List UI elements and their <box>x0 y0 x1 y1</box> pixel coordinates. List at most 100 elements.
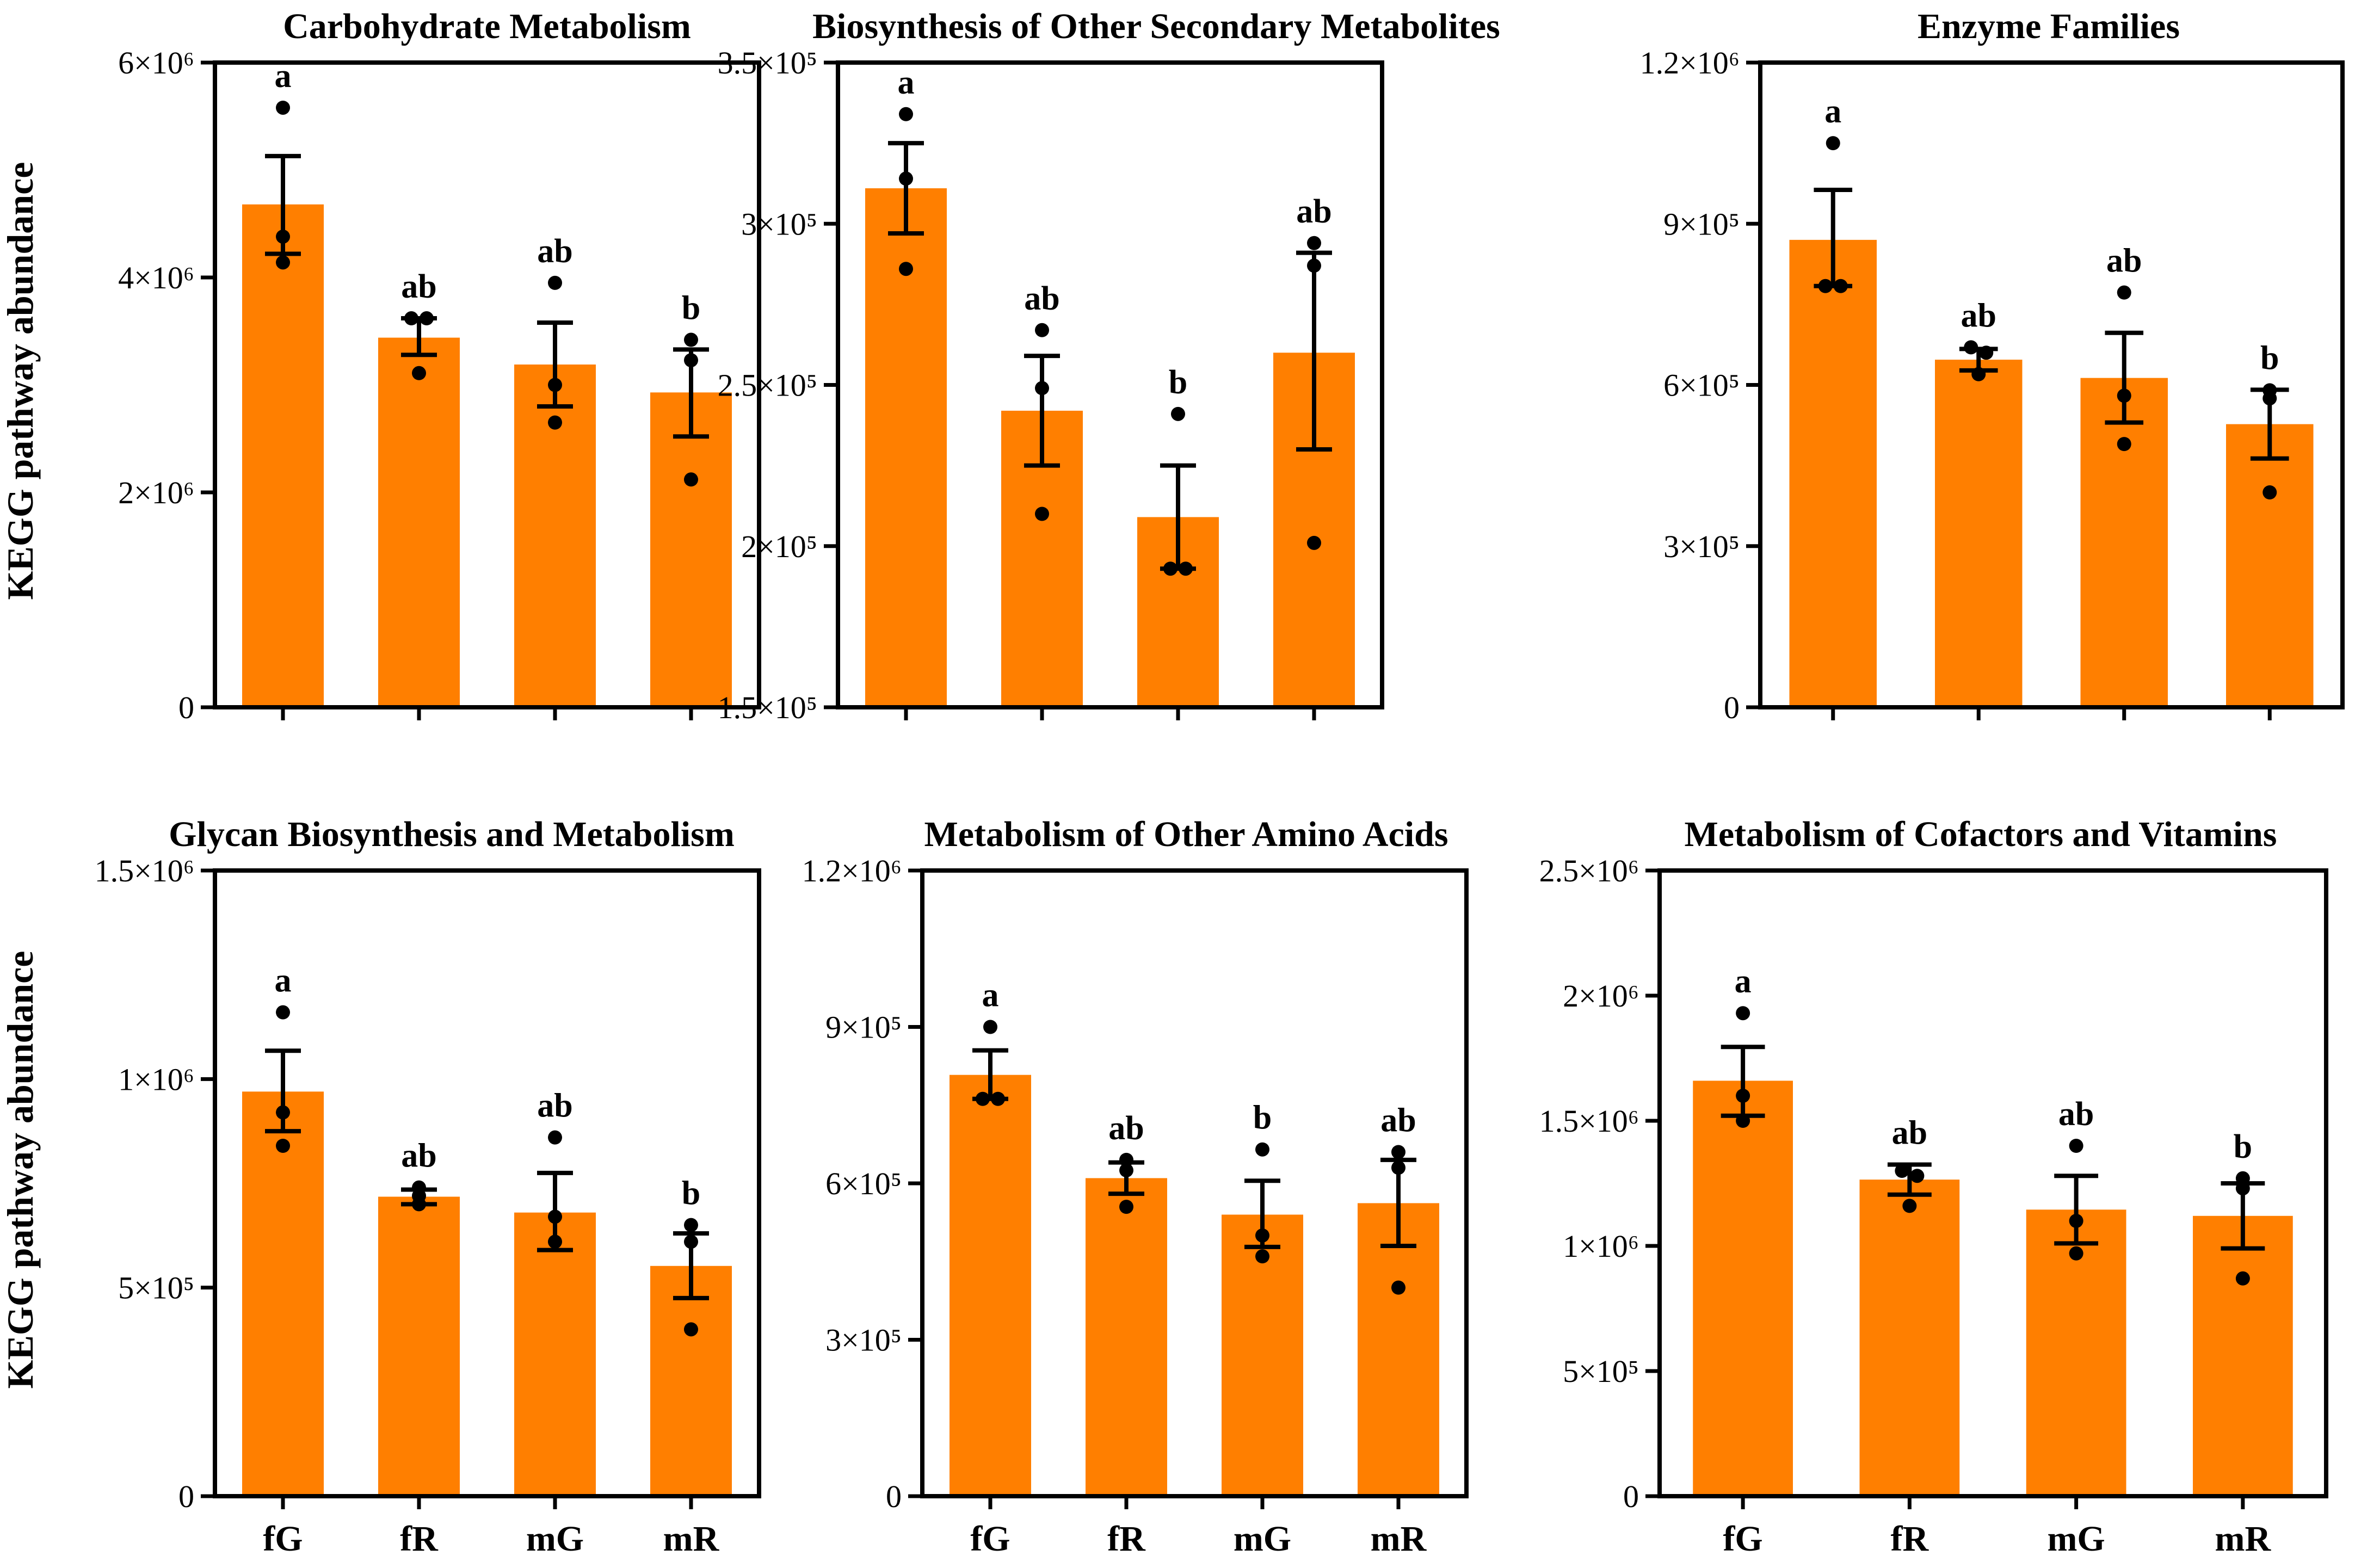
data-point <box>976 1091 990 1106</box>
y-tick-label: 1×10⁶ <box>118 1061 194 1097</box>
y-tick-label: 0 <box>1724 690 1740 725</box>
data-point <box>1035 507 1049 521</box>
data-point <box>2262 485 2277 499</box>
y-tick-label: 9×10⁵ <box>825 1010 902 1045</box>
data-point <box>684 332 698 347</box>
data-point <box>548 378 562 392</box>
y-tick-label: 3.5×10⁵ <box>718 45 817 81</box>
bar-fR <box>378 1196 460 1496</box>
data-point <box>1171 406 1185 421</box>
significance-label: ab <box>537 1088 572 1125</box>
significance-label: a <box>1824 93 1841 130</box>
data-point <box>2235 1171 2250 1186</box>
category-label-fG: fG <box>263 1519 303 1559</box>
significance-label: ab <box>1108 1110 1144 1147</box>
data-point <box>548 415 562 430</box>
data-point <box>684 353 698 368</box>
panel-2: Biosynthesis of Other Secondary Metaboli… <box>718 7 1500 725</box>
bar-fR <box>1859 1180 1960 1496</box>
y-tick-label: 9×10⁵ <box>1663 206 1740 242</box>
y-tick-label: 3×10⁵ <box>825 1323 902 1358</box>
significance-label: a <box>982 977 999 1014</box>
data-point <box>1910 1169 1925 1183</box>
significance-label: ab <box>401 1138 436 1175</box>
data-point <box>412 1197 426 1212</box>
y-tick-label: 0 <box>178 1479 194 1514</box>
data-point <box>2069 1139 2083 1153</box>
bar-fR <box>1935 360 2023 707</box>
significance-label: ab <box>2106 243 2142 280</box>
y-tick-label: 1×10⁶ <box>1563 1229 1639 1264</box>
data-point <box>1119 1163 1133 1178</box>
significance-label: a <box>1735 963 1752 1000</box>
plot-frame <box>920 868 1469 1498</box>
significance-label: b <box>1253 1100 1272 1137</box>
data-point <box>548 1234 562 1249</box>
y-tick-label: 1.5×10⁶ <box>95 853 194 888</box>
y-tick-label: 1.5×10⁶ <box>1539 1103 1639 1139</box>
data-point <box>1255 1228 1269 1243</box>
bar-mR <box>650 1265 732 1496</box>
data-point <box>899 107 913 121</box>
y-tick-label: 1.2×10⁶ <box>1640 45 1740 81</box>
data-point <box>276 255 290 270</box>
significance-label: a <box>275 962 292 999</box>
data-point <box>983 1020 997 1034</box>
bar-fG <box>1789 239 1877 707</box>
significance-label: b <box>682 1175 700 1212</box>
bar-fR <box>1086 1178 1167 1496</box>
data-point <box>1035 323 1049 337</box>
data-point <box>412 366 426 380</box>
data-point <box>1119 1152 1133 1167</box>
data-point <box>1895 1164 1909 1178</box>
data-point <box>1826 136 1840 151</box>
y-tick-label: 6×10⁵ <box>1663 368 1740 403</box>
category-label-mR: mR <box>2215 1519 2272 1559</box>
data-point <box>276 100 290 115</box>
bar-fR <box>378 337 460 707</box>
y-tick-label: 2.5×10⁶ <box>1539 853 1639 888</box>
category-label-mG: mG <box>1234 1519 1291 1559</box>
data-point <box>1391 1145 1405 1159</box>
y-tick-label: 1.5×10⁵ <box>718 690 817 725</box>
data-point <box>1818 279 1833 293</box>
plot-frame <box>836 60 1384 709</box>
data-point <box>1307 236 1321 250</box>
data-point <box>2117 437 2131 452</box>
significance-label: ab <box>1024 280 1059 317</box>
category-label-fR: fR <box>1891 1519 1929 1559</box>
y-tick-label: 2.5×10⁵ <box>718 368 817 403</box>
data-point <box>1979 345 1994 360</box>
significance-label: b <box>1169 364 1187 401</box>
panel-title: Carbohydrate Metabolism <box>283 7 691 46</box>
data-point <box>684 472 698 487</box>
data-point <box>548 275 562 290</box>
significance-label: ab <box>1892 1115 1927 1152</box>
category-label-fG: fG <box>970 1519 1010 1559</box>
bar-mG <box>514 1212 596 1496</box>
data-point <box>1255 1142 1269 1157</box>
data-point <box>2235 1271 2250 1286</box>
category-label-mR: mR <box>663 1519 720 1559</box>
bar-fG <box>242 204 324 707</box>
data-point <box>1736 1114 1750 1128</box>
data-point <box>684 1322 698 1337</box>
panel-title: Metabolism of Other Amino Acids <box>924 814 1448 854</box>
data-point <box>2262 391 2277 406</box>
category-label-fG: fG <box>1723 1519 1762 1559</box>
bar-fG <box>950 1075 1031 1496</box>
data-point <box>1179 561 1193 576</box>
panel-3: Enzyme Families a ab ab b 0 3×10⁵ 6×10⁵ 9×10⁵ 1.2… <box>1640 7 2345 725</box>
data-point <box>276 229 290 244</box>
data-point <box>1255 1249 1269 1264</box>
data-point <box>2069 1214 2083 1228</box>
y-tick-label: 3×10⁵ <box>1663 529 1740 564</box>
data-point <box>684 1218 698 1232</box>
category-label-mG: mG <box>526 1519 584 1559</box>
y-tick-label: 2×10⁶ <box>1563 978 1639 1014</box>
category-label-mG: mG <box>2047 1519 2105 1559</box>
data-point <box>1163 561 1178 576</box>
panel-title: Glycan Biosynthesis and Metabolism <box>169 814 735 854</box>
data-point <box>899 262 913 276</box>
y-tick-label: 0 <box>1623 1479 1639 1514</box>
